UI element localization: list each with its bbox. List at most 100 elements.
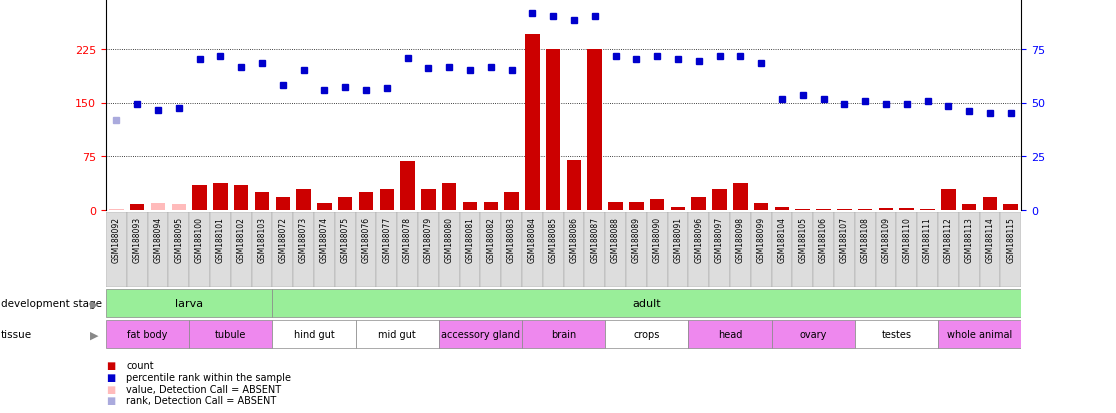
Text: GSM188098: GSM188098 bbox=[735, 216, 744, 262]
Bar bbox=[546, 50, 560, 211]
Bar bbox=[564, 213, 585, 287]
Bar bbox=[522, 320, 605, 349]
Bar bbox=[376, 213, 397, 287]
Bar bbox=[379, 189, 394, 211]
Text: GSM188091: GSM188091 bbox=[673, 216, 683, 262]
Text: GSM188072: GSM188072 bbox=[278, 216, 287, 262]
Bar bbox=[709, 213, 730, 287]
Bar bbox=[689, 213, 709, 287]
Text: GSM188101: GSM188101 bbox=[215, 216, 225, 262]
Bar bbox=[608, 202, 623, 211]
Text: GSM188113: GSM188113 bbox=[964, 216, 973, 262]
Bar bbox=[878, 209, 893, 211]
Text: GSM188075: GSM188075 bbox=[340, 216, 349, 262]
Bar bbox=[439, 213, 460, 287]
Bar bbox=[980, 213, 1000, 287]
Text: ■: ■ bbox=[106, 384, 115, 394]
Bar bbox=[213, 183, 228, 211]
Text: GSM188078: GSM188078 bbox=[403, 216, 412, 262]
Text: development stage: development stage bbox=[1, 299, 103, 309]
Text: percentile rank within the sample: percentile rank within the sample bbox=[126, 372, 291, 382]
Bar bbox=[272, 213, 294, 287]
Text: GSM188080: GSM188080 bbox=[444, 216, 454, 262]
Text: GSM188089: GSM188089 bbox=[632, 216, 641, 262]
Bar bbox=[650, 200, 664, 211]
Bar bbox=[106, 320, 190, 349]
Bar bbox=[858, 209, 873, 211]
Bar bbox=[526, 35, 540, 211]
Bar bbox=[463, 202, 478, 211]
Text: larva: larva bbox=[175, 299, 203, 309]
Text: GSM188086: GSM188086 bbox=[569, 216, 578, 262]
Bar bbox=[151, 204, 165, 211]
Text: GSM188106: GSM188106 bbox=[819, 216, 828, 262]
Bar bbox=[896, 213, 917, 287]
Bar bbox=[109, 209, 124, 211]
Bar bbox=[629, 202, 644, 211]
Text: hind gut: hind gut bbox=[294, 330, 335, 339]
Bar bbox=[605, 213, 626, 287]
Bar bbox=[542, 213, 564, 287]
Bar bbox=[626, 213, 647, 287]
Bar bbox=[210, 213, 231, 287]
Text: GSM188079: GSM188079 bbox=[424, 216, 433, 262]
Bar bbox=[941, 189, 955, 211]
Text: adult: adult bbox=[633, 299, 661, 309]
Text: GSM188108: GSM188108 bbox=[860, 216, 869, 262]
Bar bbox=[692, 198, 706, 211]
Bar bbox=[480, 213, 501, 287]
Text: ▶: ▶ bbox=[89, 330, 98, 339]
Bar bbox=[1000, 213, 1021, 287]
Bar bbox=[504, 193, 519, 211]
Text: GSM188102: GSM188102 bbox=[237, 216, 246, 262]
Text: GSM188087: GSM188087 bbox=[590, 216, 599, 262]
Text: accessory gland: accessory gland bbox=[441, 330, 520, 339]
Text: GSM188114: GSM188114 bbox=[985, 216, 994, 262]
Text: GSM188097: GSM188097 bbox=[715, 216, 724, 262]
Text: GSM188112: GSM188112 bbox=[944, 216, 953, 262]
Text: GSM188083: GSM188083 bbox=[507, 216, 516, 262]
Bar bbox=[254, 193, 269, 211]
Text: GSM188109: GSM188109 bbox=[882, 216, 891, 262]
Bar bbox=[442, 183, 456, 211]
Bar bbox=[401, 162, 415, 211]
Bar bbox=[276, 198, 290, 211]
Bar bbox=[1003, 205, 1018, 211]
Bar bbox=[712, 189, 727, 211]
Text: GSM188090: GSM188090 bbox=[653, 216, 662, 262]
Text: GSM188081: GSM188081 bbox=[465, 216, 474, 262]
Text: rank, Detection Call = ABSENT: rank, Detection Call = ABSENT bbox=[126, 395, 277, 405]
Bar bbox=[937, 320, 1021, 349]
Bar bbox=[358, 193, 373, 211]
Bar bbox=[585, 213, 605, 287]
Text: mid gut: mid gut bbox=[378, 330, 416, 339]
Text: GSM188084: GSM188084 bbox=[528, 216, 537, 262]
Bar bbox=[959, 213, 980, 287]
Text: GSM188100: GSM188100 bbox=[195, 216, 204, 262]
Bar bbox=[921, 209, 935, 211]
Bar bbox=[147, 213, 169, 287]
Bar bbox=[460, 213, 480, 287]
Bar bbox=[335, 213, 356, 287]
Bar bbox=[962, 205, 976, 211]
Text: GSM188077: GSM188077 bbox=[383, 216, 392, 262]
Bar bbox=[855, 213, 876, 287]
Text: GSM188111: GSM188111 bbox=[923, 216, 932, 262]
Bar bbox=[751, 213, 771, 287]
Text: value, Detection Call = ABSENT: value, Detection Call = ABSENT bbox=[126, 384, 281, 394]
Text: ovary: ovary bbox=[799, 330, 827, 339]
Bar bbox=[106, 213, 127, 287]
Bar bbox=[733, 183, 748, 211]
Bar bbox=[356, 213, 376, 287]
Text: GSM188104: GSM188104 bbox=[778, 216, 787, 262]
Bar bbox=[314, 213, 335, 287]
Text: GSM188092: GSM188092 bbox=[112, 216, 121, 262]
Bar bbox=[418, 213, 439, 287]
Text: tissue: tissue bbox=[1, 330, 32, 339]
Text: GSM188110: GSM188110 bbox=[902, 216, 912, 262]
Bar bbox=[771, 320, 855, 349]
Text: ■: ■ bbox=[106, 395, 115, 405]
Bar bbox=[294, 213, 314, 287]
Bar bbox=[899, 209, 914, 211]
Text: GSM188096: GSM188096 bbox=[694, 216, 703, 262]
